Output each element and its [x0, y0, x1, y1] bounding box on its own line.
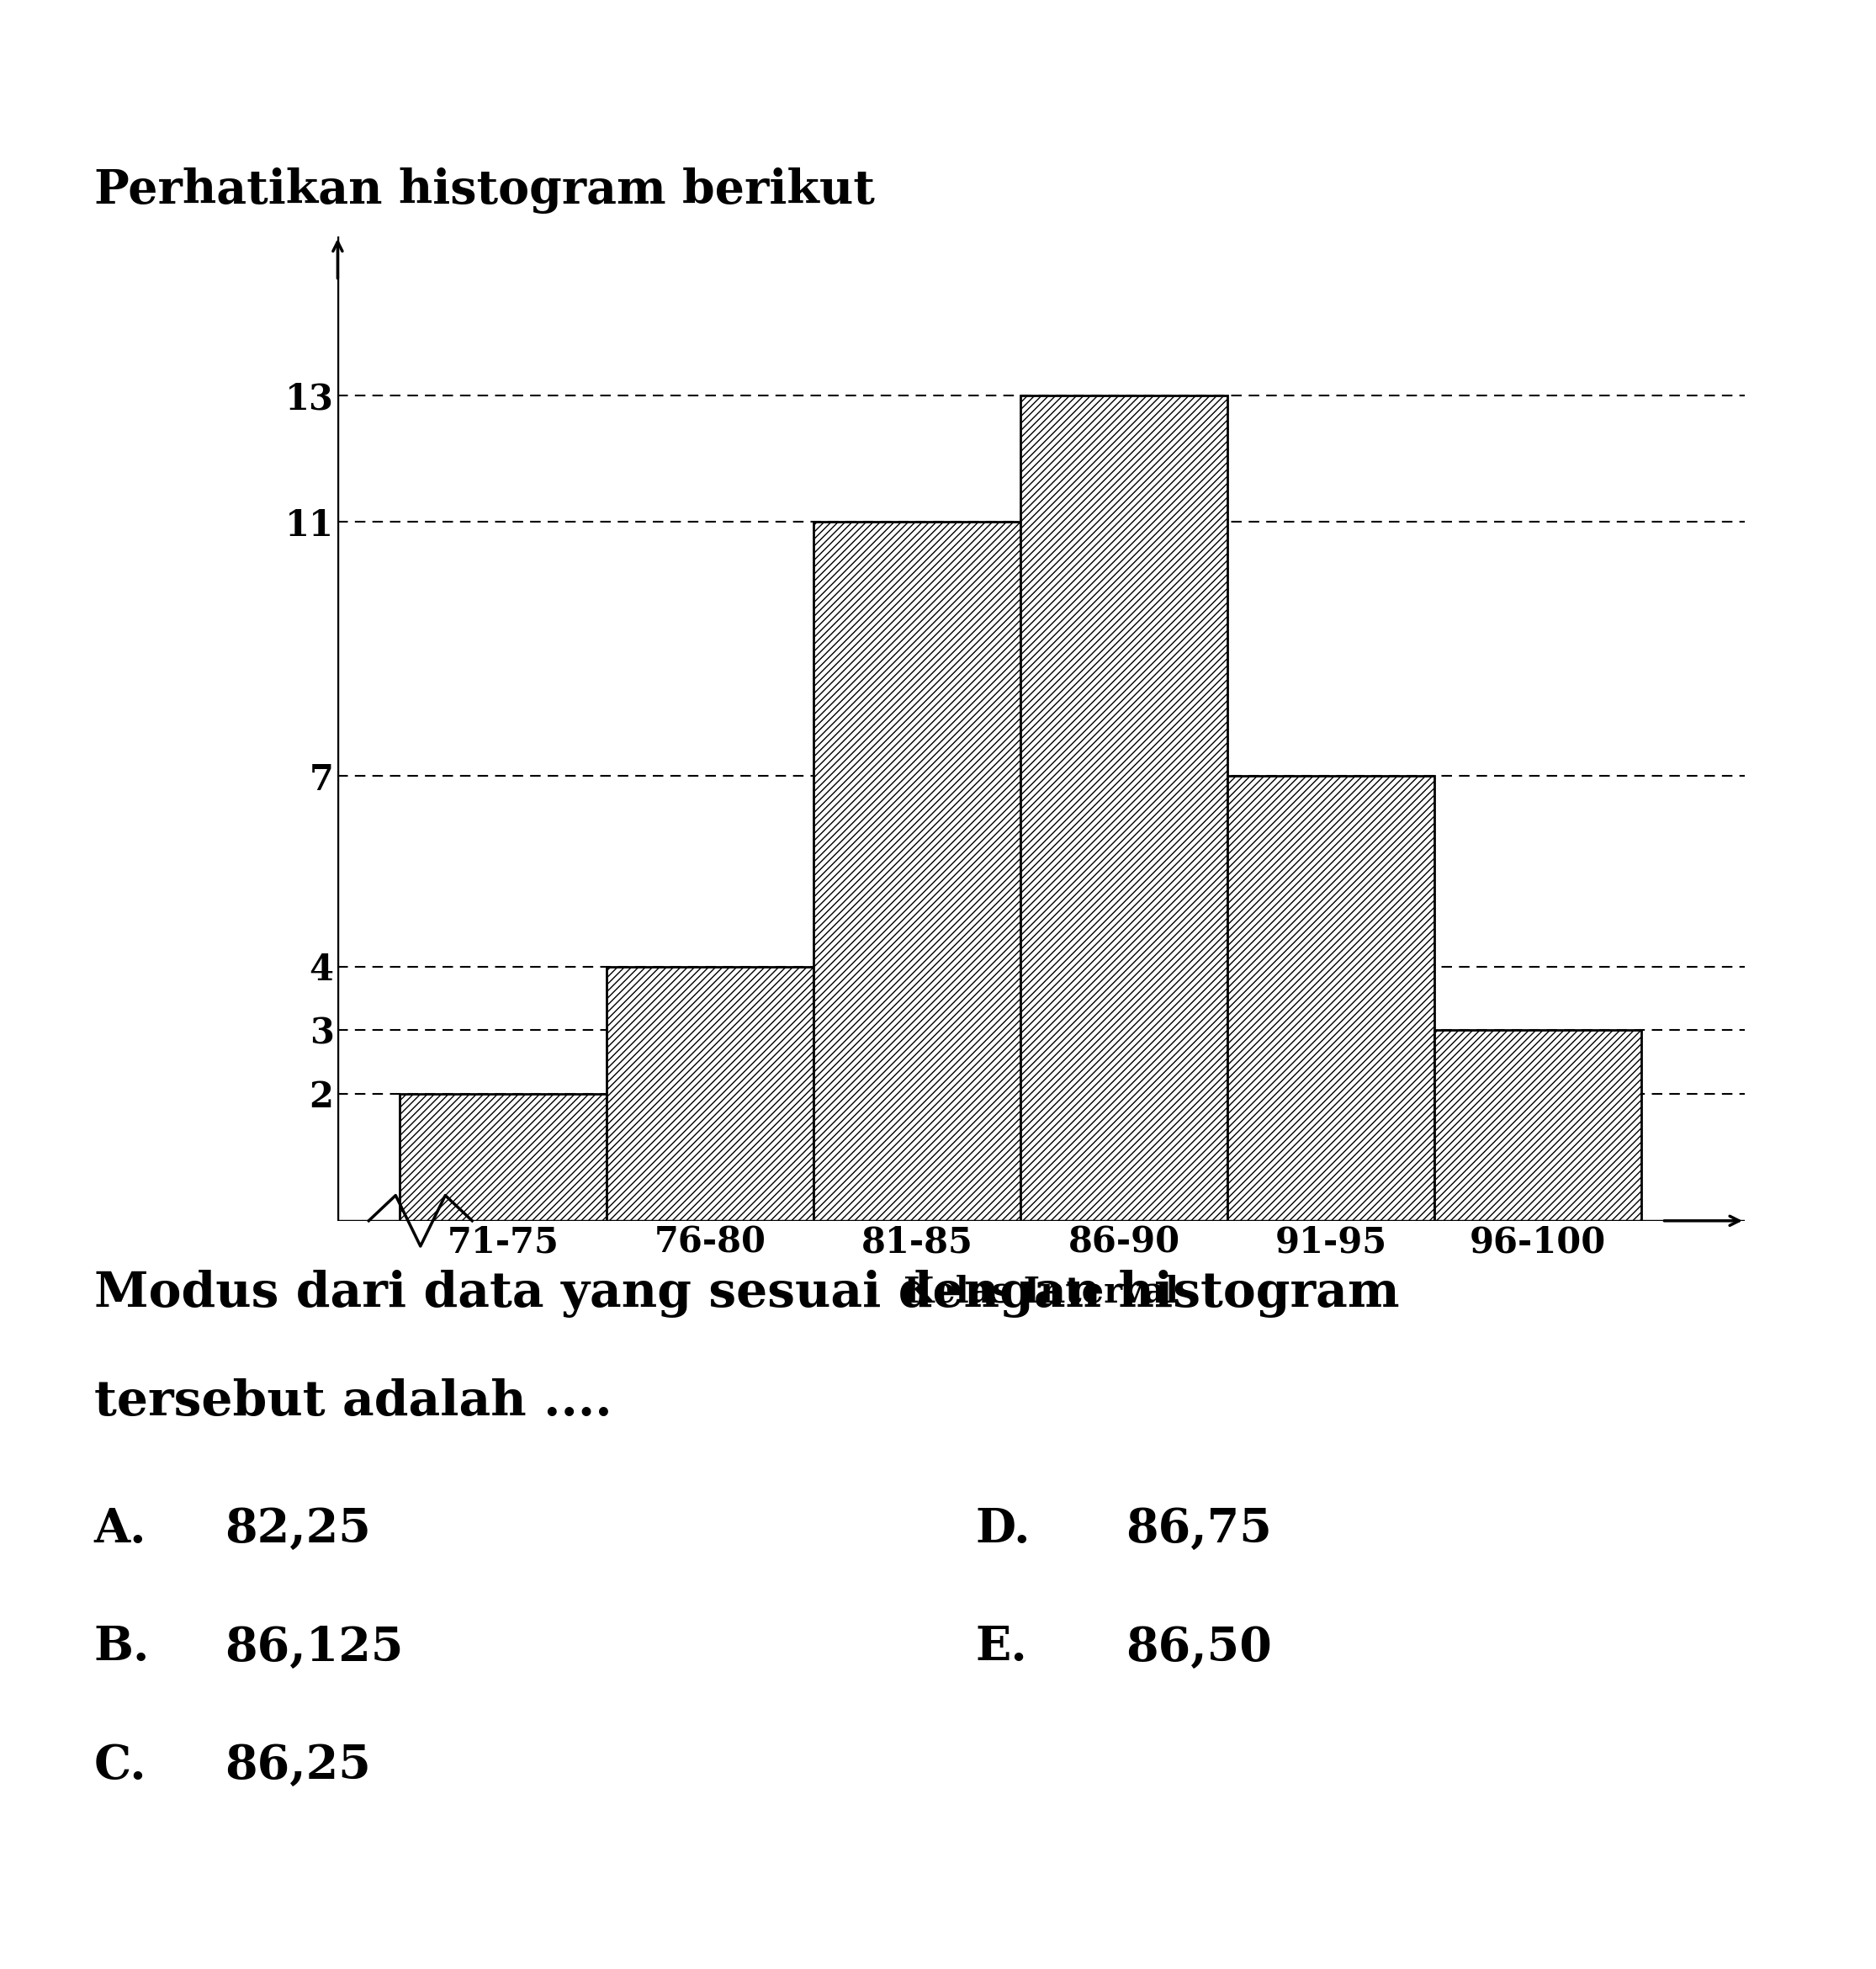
Text: 82,25: 82,25: [225, 1506, 371, 1554]
Bar: [1021, 396, 1227, 1221]
Text: B.: B.: [94, 1624, 150, 1672]
Text: E.: E.: [976, 1624, 1028, 1672]
Bar: [400, 1093, 606, 1221]
Text: C.: C.: [94, 1743, 146, 1790]
Text: Perhatikan histogram berikut: Perhatikan histogram berikut: [94, 167, 874, 215]
Text: Modus dari data yang sesuai dengan histogram: Modus dari data yang sesuai dengan histo…: [94, 1270, 1399, 1317]
Text: tersebut adalah ....: tersebut adalah ....: [94, 1378, 612, 1426]
Text: 86,25: 86,25: [225, 1743, 371, 1790]
Text: A.: A.: [94, 1506, 146, 1554]
Text: 86,125: 86,125: [225, 1624, 403, 1672]
Text: 86,50: 86,50: [1126, 1624, 1272, 1672]
Bar: [814, 522, 1021, 1221]
Bar: [1435, 1030, 1642, 1221]
X-axis label: Kelas Interval: Kelas Interval: [904, 1274, 1178, 1309]
Bar: [606, 967, 814, 1221]
Bar: [1227, 776, 1435, 1221]
Text: 86,75: 86,75: [1126, 1506, 1272, 1554]
Text: D.: D.: [976, 1506, 1030, 1554]
